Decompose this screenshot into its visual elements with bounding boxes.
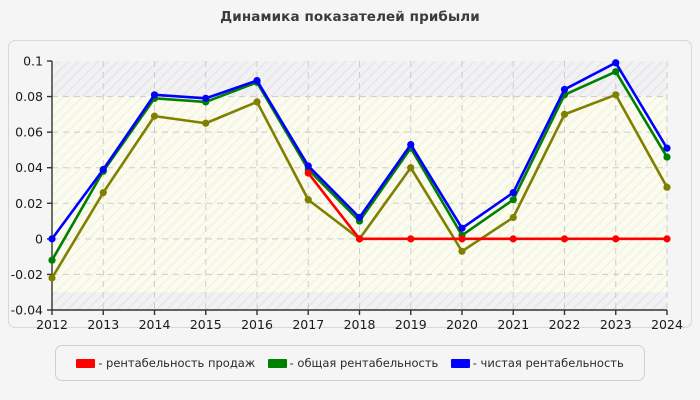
series-point-net_profitability [150, 91, 159, 99]
series-point-net_profitability [48, 235, 56, 243]
series-point-fourth_series [663, 183, 671, 191]
series-point-net_profitability [99, 165, 107, 174]
x-tick-label: 2015 [190, 317, 222, 332]
legend-item-label: - общая рентабельность [289, 356, 439, 370]
series-point-fourth_series [150, 112, 159, 120]
series-point-fourth_series [509, 213, 517, 222]
series-point-fourth_series [612, 91, 620, 99]
x-tick-label: 2016 [241, 317, 273, 332]
page-title: Динамика показателей прибыли [220, 9, 480, 25]
y-tick-label: 0.06 [15, 125, 43, 140]
series-point-sales_profitability [663, 235, 671, 243]
axes [47, 60, 668, 315]
series-point-net_profitability [253, 76, 261, 85]
x-tick-label: 2012 [36, 317, 68, 332]
series-point-total_profitability [509, 196, 517, 204]
series-point-net_profitability [458, 224, 466, 232]
series-point-total_profitability [612, 68, 620, 76]
y-tick-label: 0.1 [23, 54, 43, 69]
y-tick-label: -0.04 [11, 303, 43, 318]
series-point-sales_profitability [355, 235, 364, 243]
series-point-sales_profitability [509, 235, 517, 243]
series-point-net_profitability [509, 189, 517, 197]
legend-item[interactable]: - чистая рентабельность [450, 356, 624, 370]
y-tick-label: 0.04 [15, 160, 43, 175]
legend-item-label: - рентабельность продаж [98, 356, 256, 370]
legend-item[interactable]: - общая рентабельность [267, 356, 439, 370]
x-tick-label: 2023 [600, 317, 632, 332]
series-point-fourth_series [202, 119, 210, 127]
y-tick-label: 0 [35, 231, 43, 246]
legend-item[interactable]: - рентабельность продаж [76, 356, 255, 370]
series-point-sales_profitability [407, 235, 415, 243]
x-tick-label: 2018 [344, 317, 376, 332]
y-tick-label: -0.02 [11, 267, 43, 282]
series-point-fourth_series [560, 110, 569, 118]
series-lines [48, 59, 671, 282]
series-point-net_profitability [407, 140, 415, 149]
x-tick-label: 2019 [395, 317, 427, 332]
series-point-net_profitability [355, 213, 364, 222]
legend-swatch-icon [267, 358, 287, 368]
series-point-sales_profitability [304, 169, 312, 177]
series-point-fourth_series [48, 274, 56, 282]
series-point-sales_profitability [458, 235, 466, 243]
series-line-sales_profitability [306, 171, 669, 241]
series-point-net_profitability [560, 85, 569, 94]
legend-swatch-icon [76, 358, 96, 368]
legend-swatch-icon [450, 358, 470, 368]
series-point-net_profitability [202, 94, 210, 102]
series-point-total_profitability [663, 153, 671, 161]
legend-item-label: - чистая рентабельность [472, 356, 624, 370]
series-point-net_profitability [663, 144, 671, 152]
x-tick-label: 2014 [139, 317, 171, 332]
x-tick-label: 2024 [651, 317, 683, 332]
x-tick-label: 2022 [549, 317, 581, 332]
series-point-total_profitability [48, 256, 56, 264]
x-tick-label: 2017 [292, 317, 324, 332]
x-axis-tick-labels: 2012 2013 2014 2015 2016 2017 2018 2019 2020 2021… [36, 317, 683, 332]
series-point-fourth_series [458, 247, 466, 255]
chart-legend: - рентабельность продаж - общая рентабел… [55, 345, 645, 381]
x-tick-label: 2020 [446, 317, 478, 332]
series-point-fourth_series [407, 164, 415, 172]
series-point-net_profitability [612, 59, 620, 67]
y-tick-label: 0.08 [15, 89, 43, 104]
x-tick-label: 2021 [497, 317, 529, 332]
x-tick-label: 2013 [87, 317, 119, 332]
series-point-sales_profitability [560, 235, 569, 243]
series-point-net_profitability [304, 162, 312, 170]
y-axis-tick-labels: 0.1 0.08 0.06 0.04 0.02 0 -0.02 -0.04 [11, 54, 43, 318]
series-point-fourth_series [99, 189, 107, 197]
y-tick-label: 0.02 [15, 196, 43, 211]
series-point-fourth_series [253, 98, 261, 106]
series-point-fourth_series [304, 196, 312, 204]
series-point-sales_profitability [612, 235, 620, 243]
